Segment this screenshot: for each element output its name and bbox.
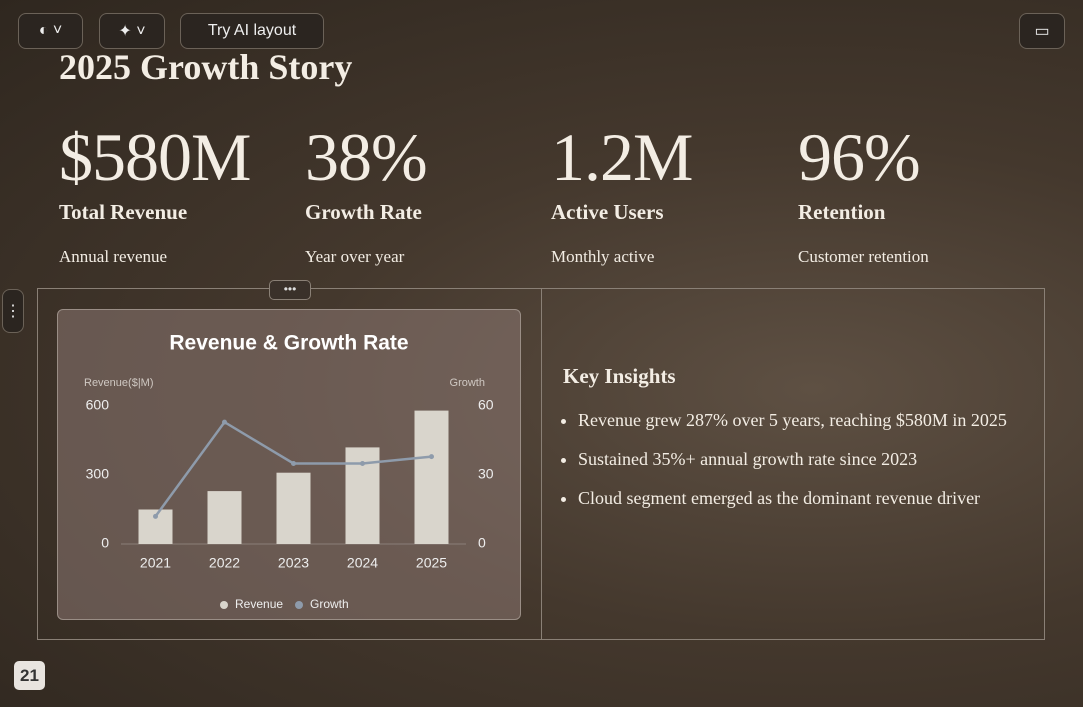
page-number: 21 [14, 661, 45, 690]
bar [207, 491, 242, 544]
stat-value: 96% [798, 119, 921, 195]
stat-value: $580M [59, 119, 251, 195]
drag-handle[interactable]: ⋮ [2, 289, 24, 333]
insight-item: Revenue grew 287% over 5 years, reaching… [578, 407, 1038, 433]
line-point [360, 461, 365, 466]
y-axis-label: Revenue($|M) [84, 377, 154, 389]
legend-label: Growth [310, 597, 349, 611]
x-tick-label: 2022 [209, 555, 240, 571]
x-tick-label: 2024 [347, 555, 378, 571]
insight-item: Sustained 35%+ annual growth rate since … [578, 446, 1038, 472]
insights-title: Key Insights [563, 364, 676, 388]
stat-label: Retention [798, 200, 886, 224]
stat-description: Monthly active [551, 247, 655, 266]
stat-label: Total Revenue [59, 200, 188, 224]
stat-description: Customer retention [798, 247, 929, 266]
y2-tick-label: 30 [478, 466, 494, 482]
line-point [153, 513, 158, 519]
theme-button[interactable]: ◐ ˅ [18, 13, 83, 49]
ai-button[interactable]: ✦ ˅ [99, 13, 165, 49]
stat-description: Annual revenue [59, 247, 168, 266]
x-tick-label: 2025 [416, 555, 447, 571]
y-tick-label: 300 [86, 466, 110, 482]
x-tick-label: 2023 [278, 555, 309, 571]
line-point [222, 419, 227, 425]
legend-marker [220, 601, 228, 609]
stat-value: 1.2M [551, 119, 693, 195]
line-point [429, 454, 434, 460]
bar [276, 472, 311, 544]
insight-item: Cloud segment emerged as the dominant re… [578, 485, 1038, 511]
slide-title: 2025 Growth Story [59, 47, 353, 87]
comments-button[interactable]: ▭ [1019, 13, 1065, 49]
insights-list: Revenue grew 287% over 5 years, reaching… [558, 407, 1038, 524]
x-tick-label: 2021 [140, 555, 171, 571]
stat-value: 38% [305, 119, 428, 195]
divider [541, 288, 542, 640]
chart-title: Revenue & Growth Rate [169, 332, 408, 355]
bar [414, 410, 449, 544]
y2-tick-label: 60 [478, 397, 494, 413]
stat-label: Active Users [551, 200, 664, 224]
y-tick-label: 0 [101, 535, 109, 551]
resize-handle[interactable]: ••• [269, 280, 311, 300]
legend-label: Revenue [235, 597, 283, 611]
ai-layout-label: Try AI layout [207, 22, 297, 39]
legend-marker [295, 601, 303, 609]
chart: Revenue & Growth Rate Revenue($|M) Growt… [84, 332, 494, 612]
stat-label: Growth Rate [305, 200, 422, 224]
y2-tick-label: 0 [478, 535, 486, 551]
y2-axis-label: Growth [450, 377, 485, 389]
stat-description: Year over year [305, 247, 405, 266]
y-tick-label: 600 [86, 397, 110, 413]
line-point [291, 461, 296, 466]
ai-layout-button[interactable]: Try AI layout [180, 13, 324, 49]
